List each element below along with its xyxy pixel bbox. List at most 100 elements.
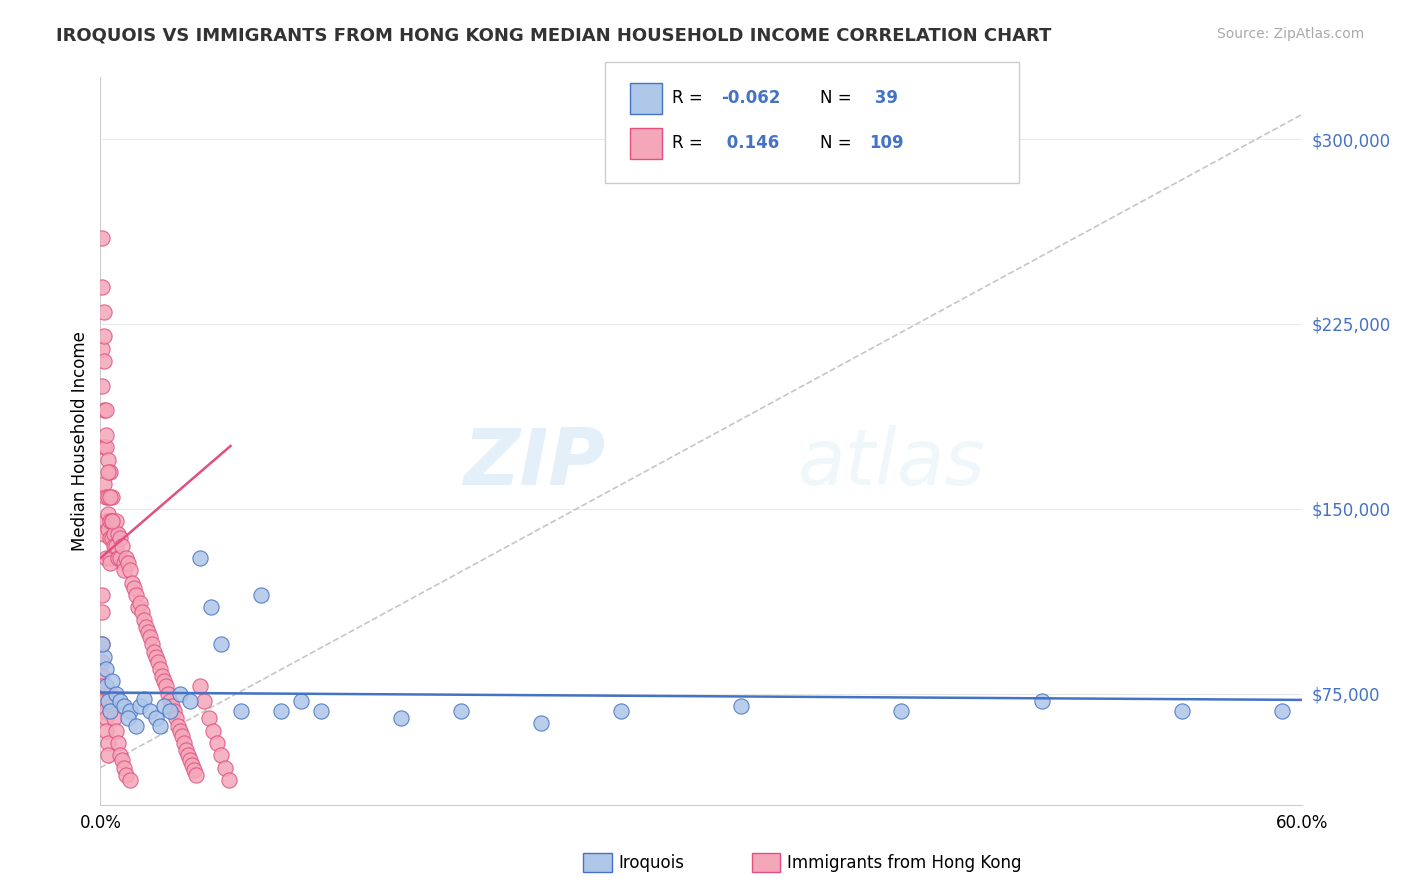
Point	[1031, 694, 1053, 708]
Point	[110, 551, 132, 566]
Point	[389, 711, 412, 725]
Point	[111, 753, 134, 767]
Point	[166, 711, 188, 725]
Point	[91, 606, 114, 620]
Text: 39: 39	[869, 89, 898, 107]
Point	[98, 687, 121, 701]
Point	[214, 761, 236, 775]
Point	[91, 669, 114, 683]
Point	[179, 753, 201, 767]
Point	[91, 637, 114, 651]
Point	[218, 772, 240, 787]
Point	[91, 280, 114, 294]
Point	[101, 490, 124, 504]
Point	[152, 669, 174, 683]
Point	[249, 588, 271, 602]
Text: 0.146: 0.146	[721, 134, 779, 152]
Point	[107, 526, 129, 541]
Text: R =: R =	[672, 134, 709, 152]
Point	[190, 551, 212, 566]
Point	[101, 514, 124, 528]
Text: N =: N =	[820, 89, 856, 107]
Point	[200, 600, 222, 615]
Text: Iroquois: Iroquois	[619, 854, 685, 871]
Point	[115, 551, 138, 566]
Point	[112, 564, 135, 578]
Point	[186, 768, 208, 782]
Point	[179, 694, 201, 708]
Point	[111, 539, 134, 553]
Point	[105, 514, 128, 528]
Point	[149, 719, 172, 733]
Point	[97, 522, 120, 536]
Point	[193, 694, 215, 708]
Point	[98, 465, 121, 479]
Point	[172, 729, 194, 743]
Point	[117, 711, 139, 725]
Point	[167, 719, 190, 733]
Point	[197, 711, 219, 725]
Point	[125, 719, 148, 733]
Point	[124, 581, 146, 595]
Point	[93, 354, 115, 368]
Point	[98, 704, 121, 718]
Point	[153, 699, 176, 714]
Point	[138, 625, 160, 640]
Point	[229, 704, 252, 718]
Point	[96, 490, 118, 504]
Text: R =: R =	[672, 89, 709, 107]
Point	[148, 655, 170, 669]
Point	[159, 704, 181, 718]
Point	[157, 687, 180, 701]
Point	[183, 763, 205, 777]
Point	[290, 694, 312, 708]
Point	[530, 716, 553, 731]
Point	[93, 403, 115, 417]
Point	[98, 490, 121, 504]
Point	[169, 687, 191, 701]
Point	[98, 551, 121, 566]
Point	[201, 723, 224, 738]
Text: Immigrants from Hong Kong: Immigrants from Hong Kong	[787, 854, 1022, 871]
Point	[97, 507, 120, 521]
Point	[103, 539, 125, 553]
Point	[93, 477, 115, 491]
Point	[610, 704, 633, 718]
Point	[145, 649, 167, 664]
Text: 109: 109	[869, 134, 904, 152]
Point	[110, 532, 132, 546]
Point	[96, 514, 118, 528]
Point	[159, 694, 181, 708]
Point	[91, 342, 114, 356]
Point	[93, 694, 115, 708]
Point	[145, 711, 167, 725]
Point	[134, 613, 156, 627]
Point	[139, 704, 162, 718]
Point	[105, 687, 128, 701]
Point	[181, 758, 204, 772]
Point	[131, 606, 153, 620]
Point	[209, 637, 232, 651]
Point	[96, 679, 118, 693]
Point	[103, 711, 125, 725]
Text: -0.062: -0.062	[721, 89, 780, 107]
Point	[450, 704, 472, 718]
Point	[96, 428, 118, 442]
Point	[270, 704, 292, 718]
Point	[91, 655, 114, 669]
Point	[163, 704, 186, 718]
Point	[97, 694, 120, 708]
Point	[96, 403, 118, 417]
Point	[107, 551, 129, 566]
Point	[117, 556, 139, 570]
Point	[120, 704, 142, 718]
Text: atlas: atlas	[797, 425, 986, 501]
Point	[890, 704, 912, 718]
Point	[120, 564, 142, 578]
Point	[91, 378, 114, 392]
Point	[93, 329, 115, 343]
Point	[97, 736, 120, 750]
Text: Source: ZipAtlas.com: Source: ZipAtlas.com	[1216, 27, 1364, 41]
Point	[149, 662, 172, 676]
Point	[101, 699, 124, 714]
